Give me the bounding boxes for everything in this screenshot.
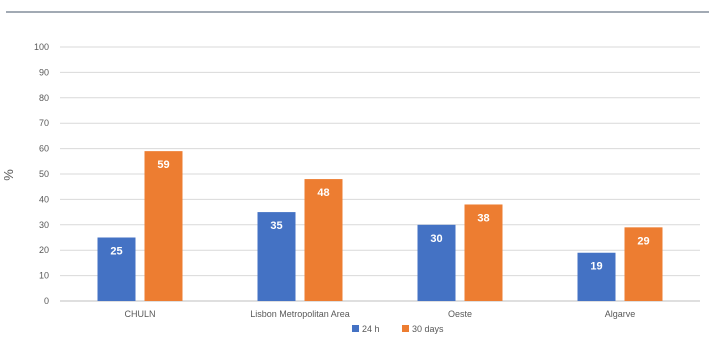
data-label: 29: [637, 235, 649, 247]
y-tick-label: 40: [39, 194, 49, 204]
bar: [97, 237, 136, 301]
y-tick-label: 60: [39, 144, 49, 154]
y-tick-label: 30: [39, 220, 49, 230]
y-tick-label: 50: [39, 169, 49, 179]
bar: [624, 227, 663, 301]
y-axis-title: %: [1, 169, 16, 181]
y-tick-label: 80: [39, 93, 49, 103]
legend-label: 30 days: [412, 324, 444, 334]
y-tick-label: 70: [39, 118, 49, 128]
category-label: CHULN: [124, 309, 155, 319]
category-label: Algarve: [605, 309, 636, 319]
y-axis-ticks: 0 10 20 30 40 50 60 70 80 90 100: [34, 42, 49, 306]
data-label: 38: [477, 212, 489, 224]
y-tick-label: 0: [44, 296, 49, 306]
category-label: Oeste: [448, 309, 472, 319]
y-tick-label: 100: [34, 42, 49, 52]
bar: [304, 179, 343, 301]
legend-swatch: [402, 325, 409, 332]
y-tick-label: 20: [39, 245, 49, 255]
bar: [464, 204, 503, 301]
data-label: 59: [157, 159, 169, 171]
bar: [417, 224, 456, 301]
bar: [144, 151, 183, 301]
bar: [577, 252, 616, 301]
data-label: 25: [110, 246, 122, 258]
data-labels: 25 59 35 48 30 38 19 29: [110, 159, 649, 273]
data-label: 30: [430, 233, 442, 245]
legend: 24 h 30 days: [352, 324, 444, 334]
y-tick-label: 10: [39, 271, 49, 281]
y-tick-label: 90: [39, 67, 49, 77]
bars: [97, 151, 663, 301]
bar: [257, 212, 296, 301]
category-label: Lisbon Metropolitan Area: [250, 309, 350, 319]
legend-swatch: [352, 325, 359, 332]
legend-label: 24 h: [362, 324, 380, 334]
data-label: 35: [270, 220, 282, 232]
data-label: 48: [317, 187, 329, 199]
data-label: 19: [590, 261, 602, 273]
category-labels: CHULN Lisbon Metropolitan Area Oeste Algarv…: [124, 309, 635, 319]
